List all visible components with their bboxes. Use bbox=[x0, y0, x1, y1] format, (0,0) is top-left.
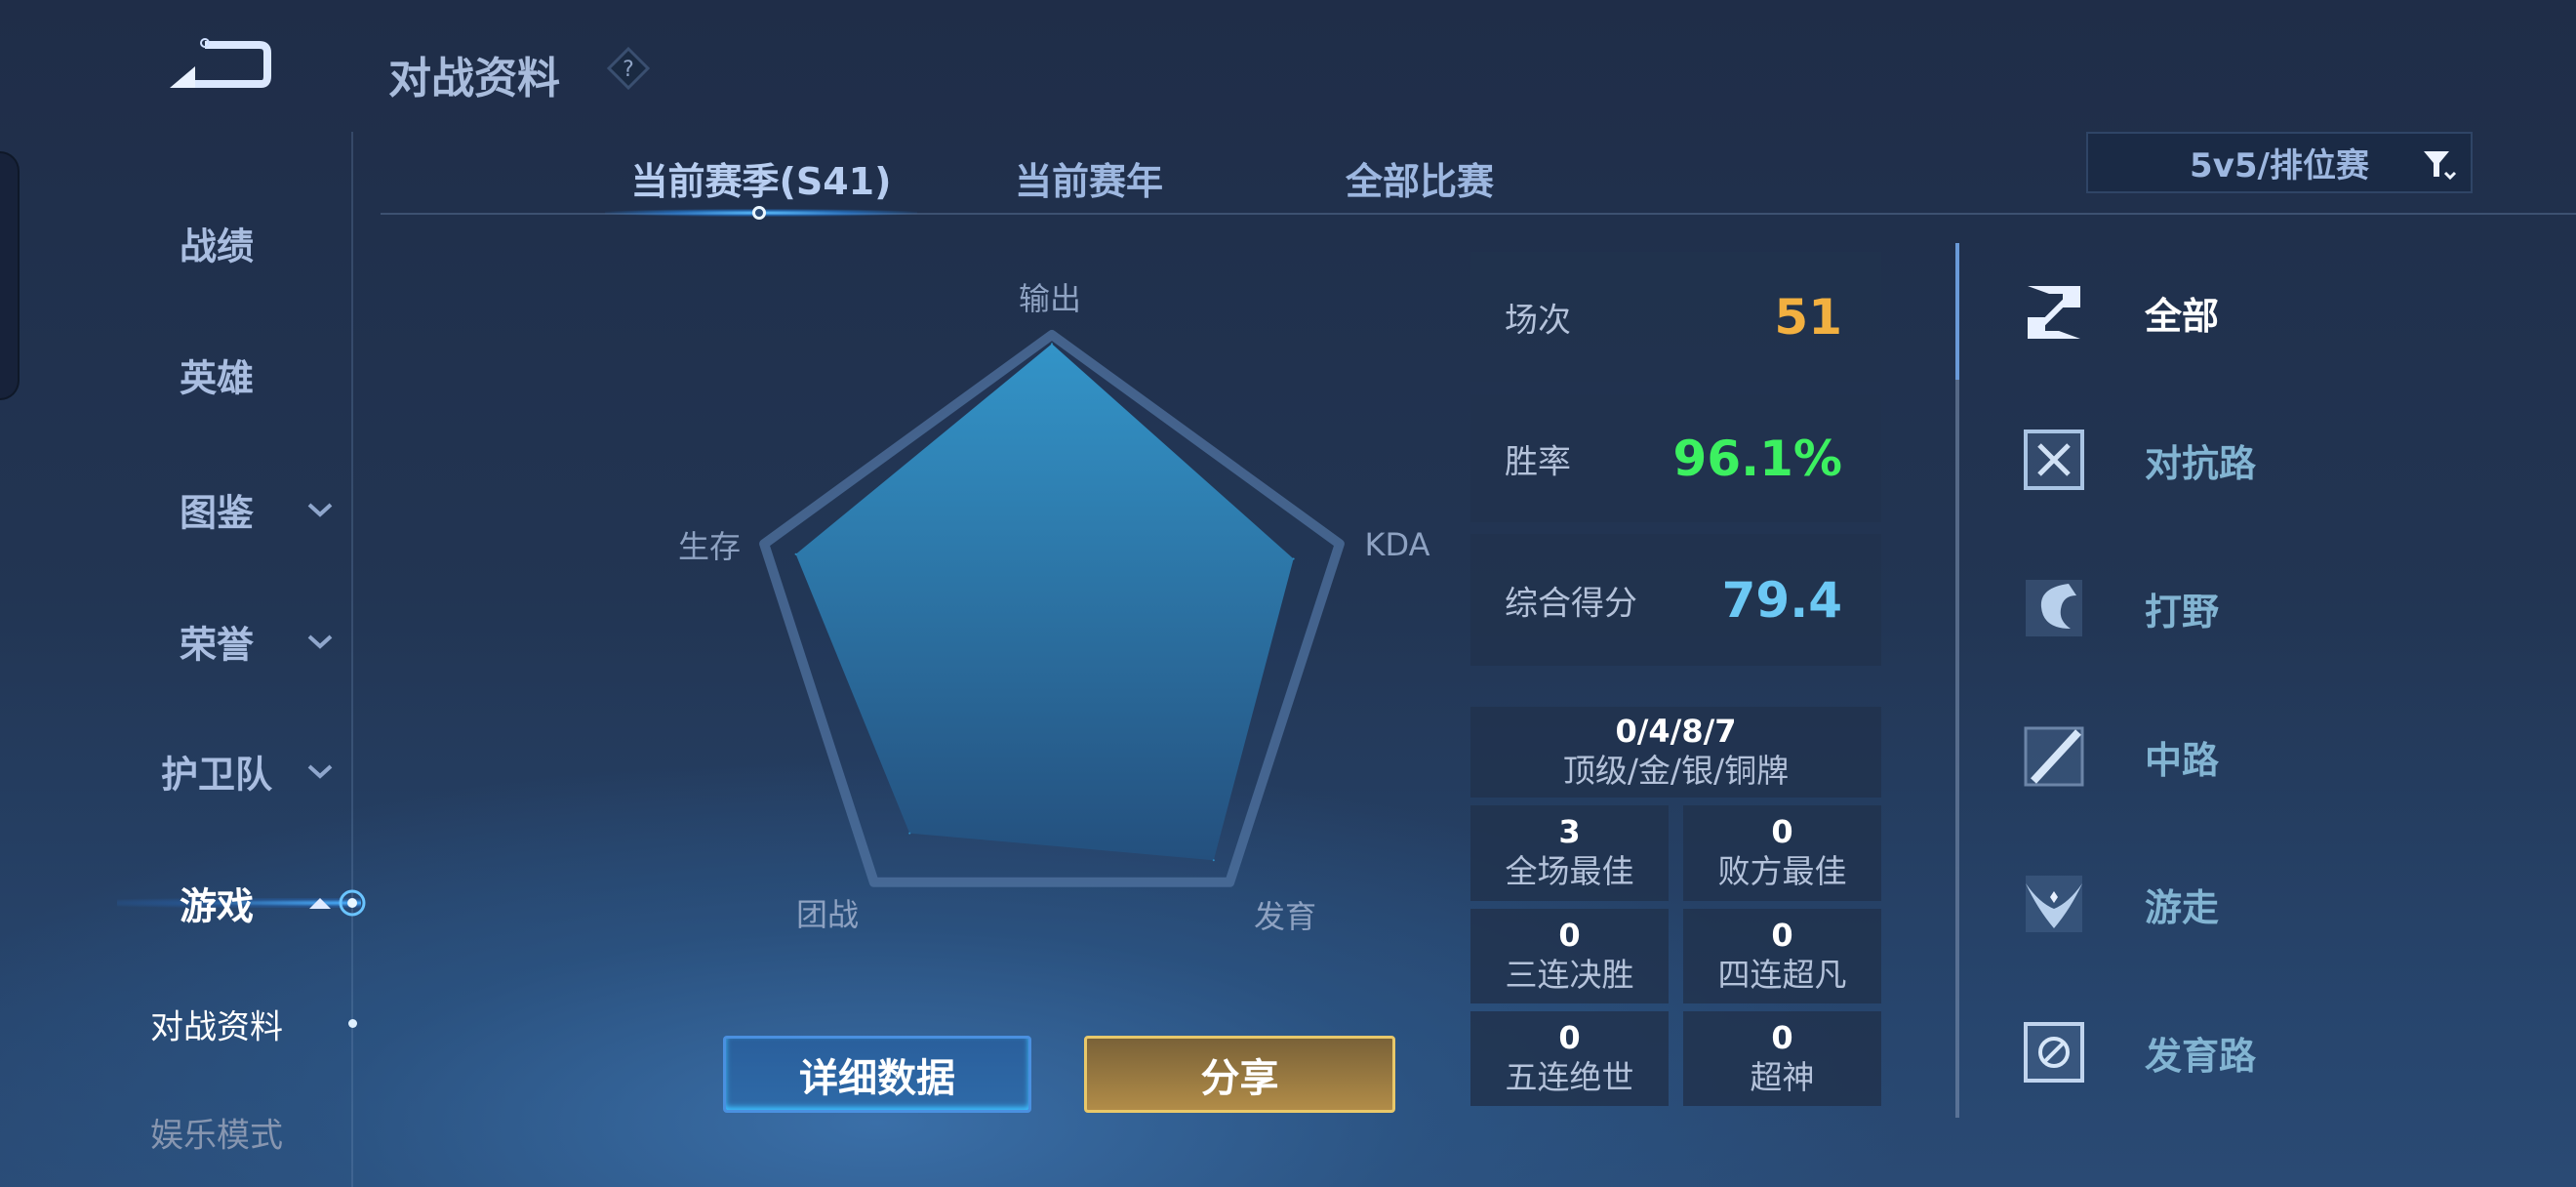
role-roam[interactable]: 游走 bbox=[2020, 870, 2219, 938]
stat-winrate: 胜率 96.1% bbox=[1470, 394, 1881, 522]
chevron-down-icon[interactable] bbox=[307, 502, 333, 517]
sidebar-divider bbox=[351, 132, 353, 1187]
mode-filter-dropdown[interactable]: 5v5/排位赛 bbox=[2086, 132, 2473, 193]
radar-point-2 bbox=[1212, 859, 1215, 862]
mid-lane-icon bbox=[2024, 726, 2084, 787]
active-node-icon bbox=[339, 889, 366, 917]
page-title: 对战资料 bbox=[388, 54, 560, 103]
honor-cell: 0 五连绝世 bbox=[1470, 1011, 1669, 1106]
honor-label: 超神 bbox=[1750, 1057, 1815, 1096]
radar-value-area bbox=[795, 344, 1294, 861]
sidebar-item-heroes[interactable]: 英雄 bbox=[179, 356, 254, 400]
question-diamond-icon[interactable]: ? bbox=[607, 47, 650, 90]
chevron-up-icon[interactable] bbox=[307, 895, 333, 911]
sidebar-subitem-match-data[interactable]: 对战资料 bbox=[150, 1007, 283, 1047]
side-edge-handle bbox=[0, 151, 20, 400]
chevron-down-icon[interactable] bbox=[307, 763, 333, 779]
honor-count: 0 bbox=[1771, 916, 1793, 954]
honor-label: 四连超凡 bbox=[1717, 955, 1847, 994]
sidebar-item-codex[interactable]: 图鉴 bbox=[179, 491, 254, 535]
honor-cell: 0 三连决胜 bbox=[1470, 909, 1669, 1003]
radar-label-farming: 发育 bbox=[1253, 898, 1317, 935]
sidebar-item-game[interactable]: 游戏 bbox=[179, 884, 254, 928]
role-label: 中路 bbox=[2145, 738, 2220, 782]
radar-label-survival: 生存 bbox=[677, 528, 742, 565]
share-button[interactable]: 分享 bbox=[1084, 1036, 1395, 1113]
selected-dot bbox=[348, 1019, 357, 1028]
radar-point-0 bbox=[1051, 343, 1053, 346]
role-label: 全部 bbox=[2145, 294, 2220, 338]
honor-count: 0 bbox=[1558, 916, 1581, 954]
stat-label: 胜率 bbox=[1505, 442, 1571, 481]
radar-point-4 bbox=[794, 553, 797, 555]
tab-current-season[interactable]: 当前赛季(S41) bbox=[630, 160, 892, 203]
stat-value: 79.4 bbox=[1721, 571, 1842, 629]
stat-score: 综合得分 79.4 bbox=[1470, 534, 1881, 666]
role-label: 打野 bbox=[2145, 590, 2220, 634]
role-label: 对抗路 bbox=[2145, 441, 2257, 485]
radar-label-damage: 输出 bbox=[1018, 280, 1082, 317]
stat-label: 综合得分 bbox=[1505, 584, 1637, 623]
role-mid-lane[interactable]: 中路 bbox=[2020, 722, 2219, 791]
tab-indicator-node bbox=[752, 206, 766, 220]
honor-cell: 0 超神 bbox=[1683, 1011, 1881, 1106]
sidebar-item-honor[interactable]: 荣誉 bbox=[179, 623, 254, 667]
all-roles-icon bbox=[2028, 286, 2080, 339]
back-arrow-icon[interactable] bbox=[166, 33, 273, 92]
active-glow bbox=[117, 898, 361, 908]
sidebar-item-records[interactable]: 战绩 bbox=[179, 225, 254, 268]
funnel-icon bbox=[2424, 151, 2457, 181]
honor-count: 3 bbox=[1558, 813, 1581, 850]
stat-matches: 场次 51 bbox=[1470, 252, 1881, 382]
honor-label: 败方最佳 bbox=[1717, 852, 1847, 890]
honor-count: 0 bbox=[1558, 1018, 1581, 1056]
scrollbar-thumb[interactable] bbox=[1955, 243, 1959, 380]
role-label: 发育路 bbox=[2145, 1034, 2257, 1078]
stat-value: 51 bbox=[1774, 288, 1842, 346]
tab-all-matches[interactable]: 全部比赛 bbox=[1345, 160, 1495, 203]
radar-point-1 bbox=[1292, 557, 1295, 560]
honor-label: 五连绝世 bbox=[1505, 1057, 1634, 1096]
honor-cell: 0 四连超凡 bbox=[1683, 909, 1881, 1003]
stat-value: 96.1% bbox=[1672, 430, 1842, 487]
jungle-dragon-icon bbox=[2026, 580, 2082, 636]
honor-label: 全场最佳 bbox=[1505, 852, 1634, 890]
honor-cell: 0 败方最佳 bbox=[1683, 805, 1881, 901]
tab-current-year[interactable]: 当前赛年 bbox=[1014, 160, 1164, 203]
role-clash-lane[interactable]: 对抗路 bbox=[2020, 426, 2256, 494]
stat-label: 场次 bbox=[1505, 301, 1571, 340]
medal-summary: 0/4/8/7 顶级/金/银/铜牌 bbox=[1470, 707, 1881, 798]
svg-text:?: ? bbox=[623, 58, 634, 82]
detail-data-button[interactable]: 详细数据 bbox=[723, 1036, 1031, 1113]
role-all[interactable]: 全部 bbox=[2020, 278, 2219, 347]
medal-counts: 0/4/8/7 bbox=[1615, 712, 1737, 750]
tab-underline bbox=[381, 213, 2576, 215]
radar-label-kda: KDA bbox=[1364, 526, 1430, 563]
medal-label: 顶级/金/银/铜牌 bbox=[1562, 751, 1790, 790]
sidebar-subitem-casual-modes[interactable]: 娱乐模式 bbox=[150, 1116, 283, 1156]
sidebar-item-guardians[interactable]: 护卫队 bbox=[160, 753, 272, 797]
filter-value: 5v5/排位赛 bbox=[2190, 146, 2369, 185]
role-label: 游走 bbox=[2145, 885, 2220, 929]
radar-point-3 bbox=[908, 832, 911, 835]
honor-cell: 3 全场最佳 bbox=[1470, 805, 1669, 901]
honor-count: 0 bbox=[1771, 813, 1793, 850]
role-farm-lane[interactable]: 发育路 bbox=[2020, 1018, 2256, 1086]
role-list-scrollbar[interactable] bbox=[1955, 243, 1959, 1118]
role-jungle[interactable]: 打野 bbox=[2020, 574, 2219, 642]
clash-lane-icon bbox=[2024, 430, 2084, 490]
honor-count: 0 bbox=[1771, 1018, 1793, 1056]
radar-label-teamfight: 团战 bbox=[795, 896, 860, 933]
roam-wings-icon bbox=[2026, 876, 2082, 932]
chevron-down-icon[interactable] bbox=[307, 634, 333, 649]
honor-label: 三连决胜 bbox=[1505, 955, 1634, 994]
radar-outline bbox=[759, 330, 1345, 887]
farm-lane-icon bbox=[2024, 1022, 2084, 1083]
